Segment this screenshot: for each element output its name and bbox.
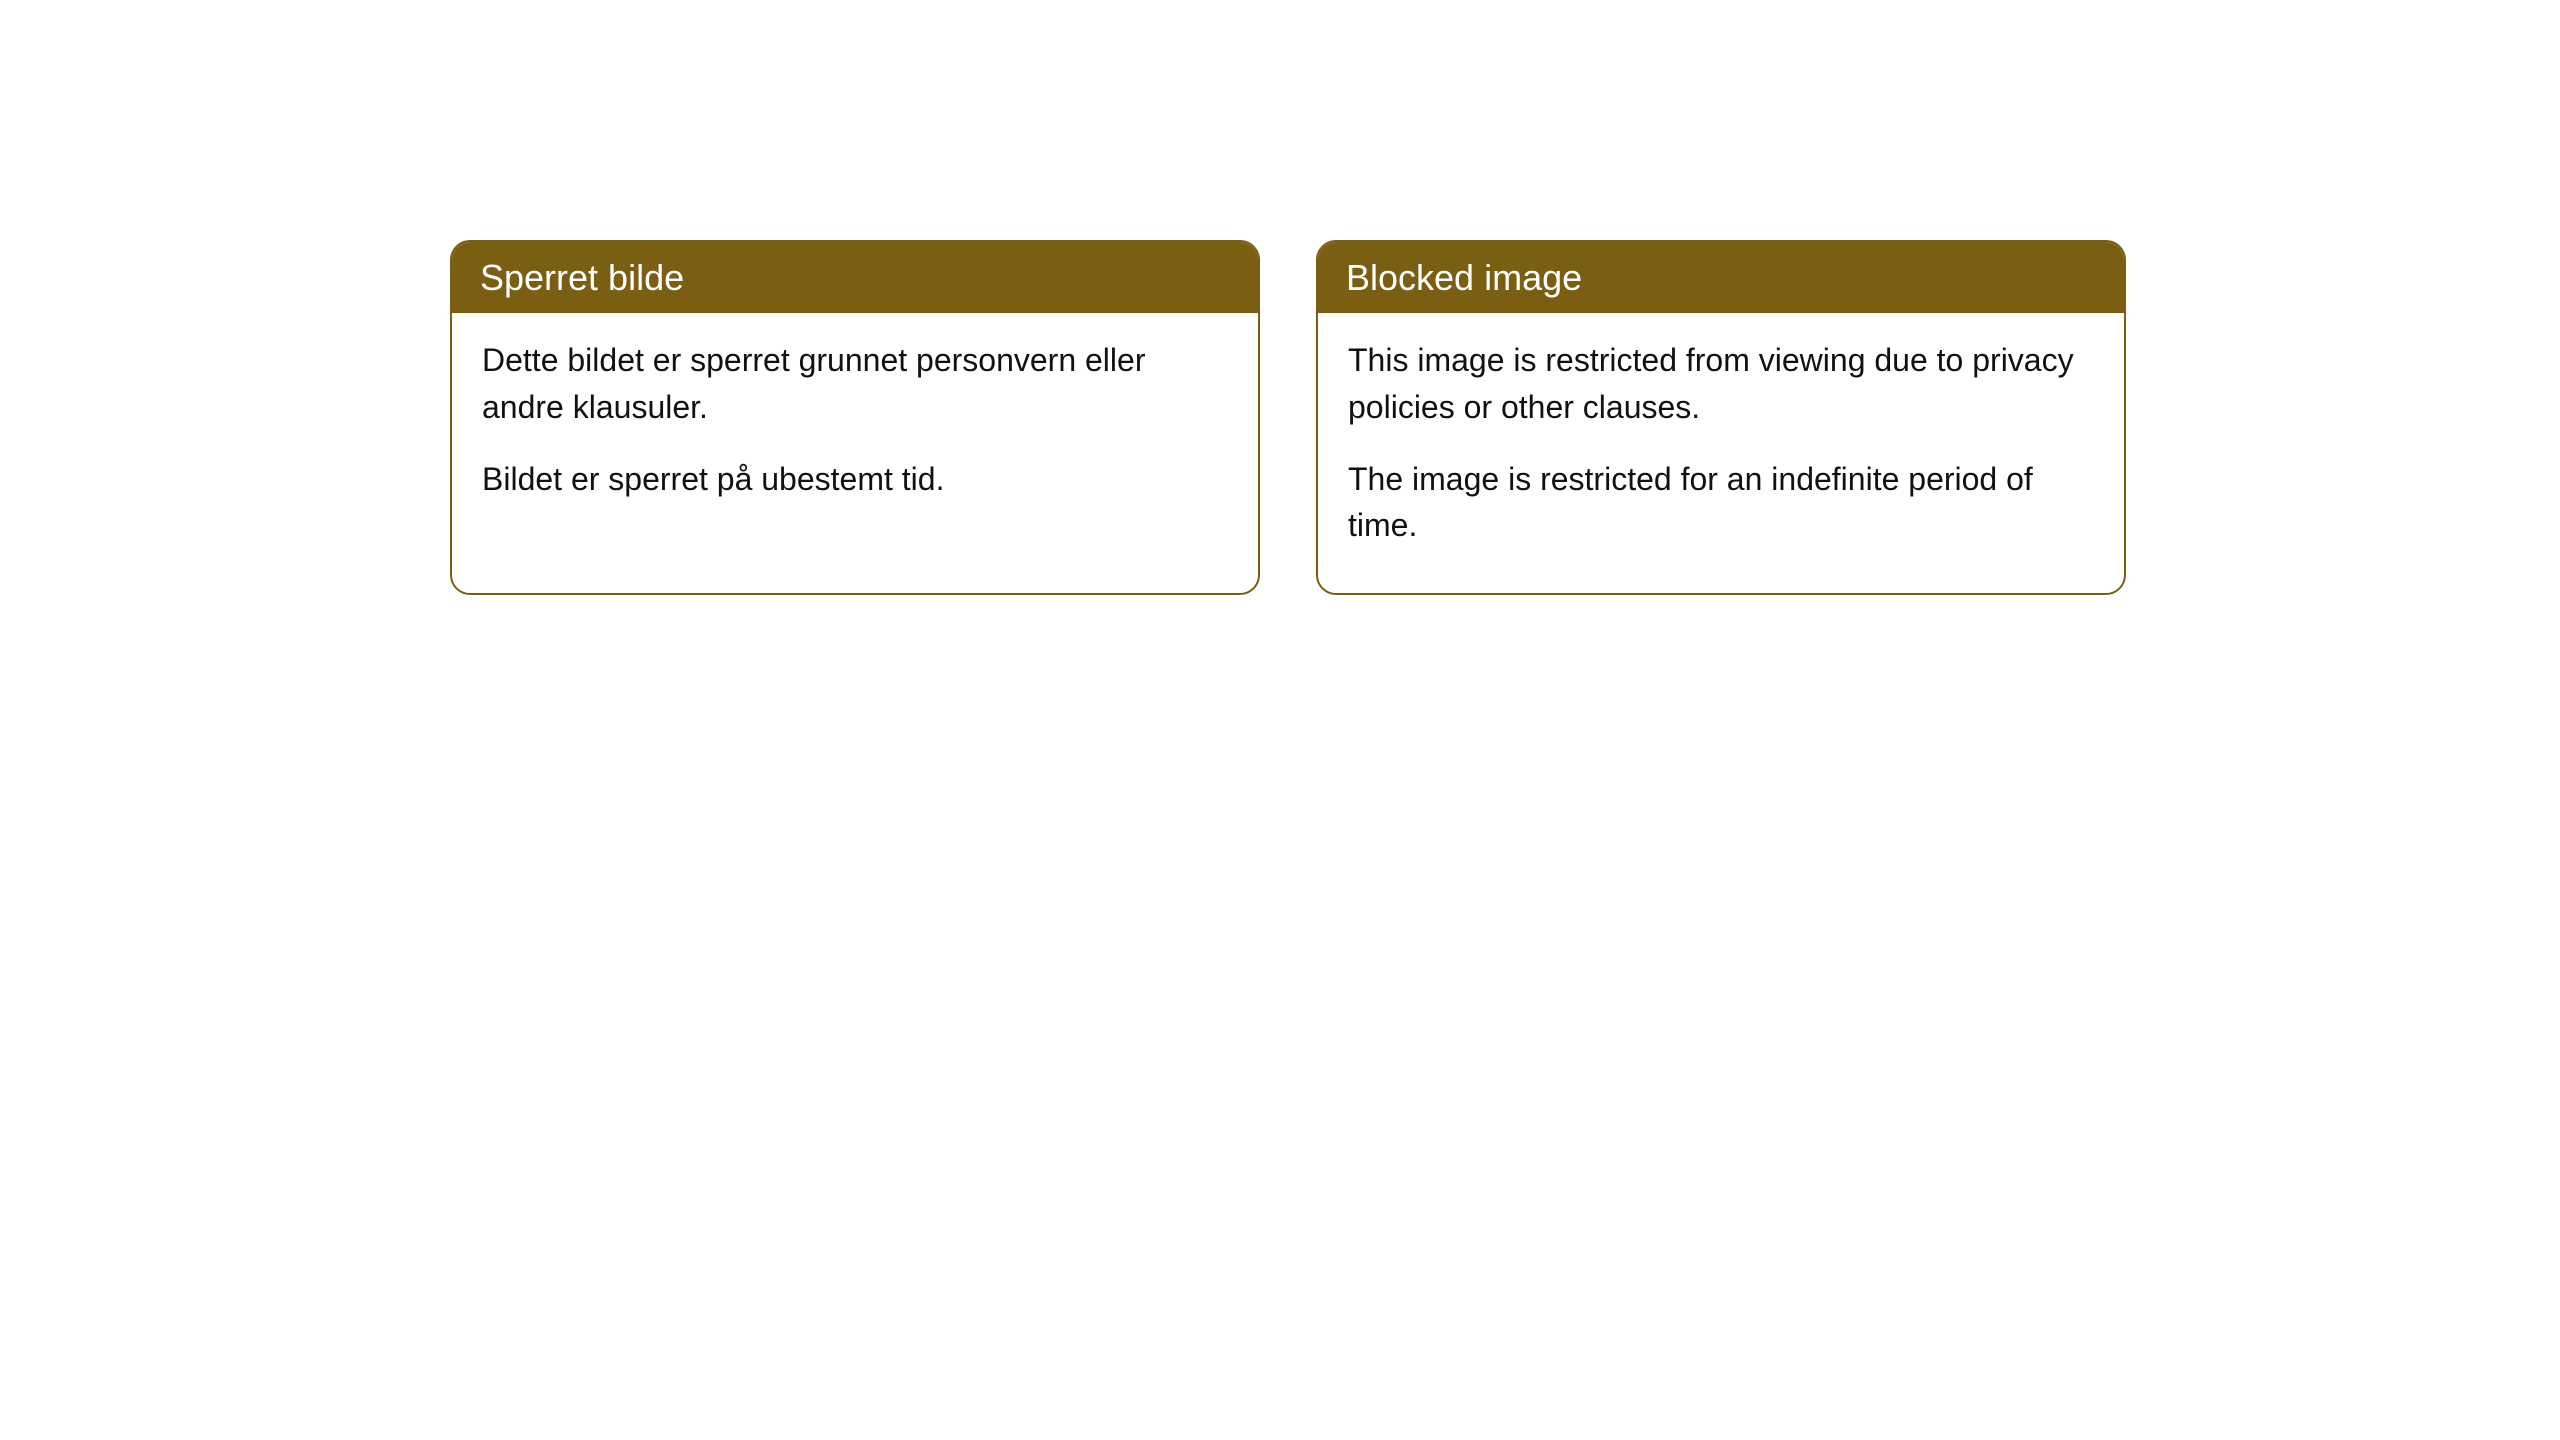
- card-body: This image is restricted from viewing du…: [1318, 313, 2124, 593]
- notice-cards-container: Sperret bilde Dette bildet er sperret gr…: [450, 240, 2560, 595]
- notice-card-english: Blocked image This image is restricted f…: [1316, 240, 2126, 595]
- card-title: Sperret bilde: [480, 257, 684, 298]
- card-paragraph: This image is restricted from viewing du…: [1348, 337, 2094, 430]
- card-paragraph: The image is restricted for an indefinit…: [1348, 456, 2094, 549]
- card-paragraph: Bildet er sperret på ubestemt tid.: [482, 456, 1228, 502]
- notice-card-norwegian: Sperret bilde Dette bildet er sperret gr…: [450, 240, 1260, 595]
- card-title: Blocked image: [1346, 257, 1582, 298]
- card-paragraph: Dette bildet er sperret grunnet personve…: [482, 337, 1228, 430]
- card-body: Dette bildet er sperret grunnet personve…: [452, 313, 1258, 546]
- card-header: Blocked image: [1318, 242, 2124, 313]
- card-header: Sperret bilde: [452, 242, 1258, 313]
